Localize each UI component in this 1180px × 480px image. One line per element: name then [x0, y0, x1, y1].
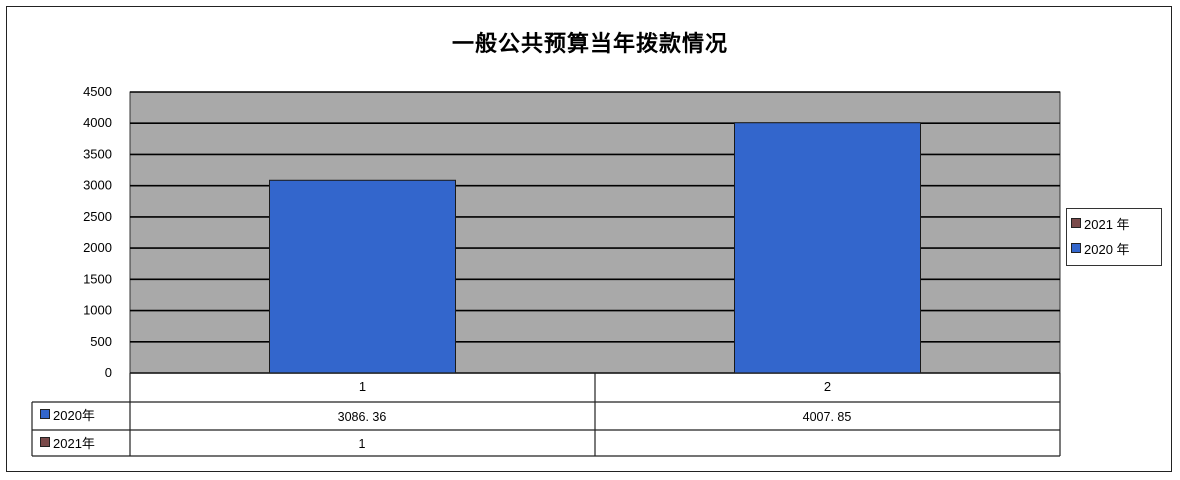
y-tick-label: 500 — [90, 334, 112, 349]
table-row-label-2020: 2020年 — [40, 402, 95, 426]
y-tick-label: 1000 — [83, 303, 112, 318]
y-tick-label: 3500 — [83, 146, 112, 161]
chart-legend: 2021 年 2020 年 — [1066, 208, 1162, 266]
table-row-2020-label: 2020年 — [53, 407, 95, 423]
legend-item-2021: 2021 年 — [1071, 212, 1161, 234]
x-category-label: 1 — [359, 379, 366, 394]
bar-2020-1 — [269, 179, 456, 374]
table-swatch-2020 — [40, 409, 50, 419]
y-tick-label: 1500 — [83, 271, 112, 286]
x-category-label: 2 — [824, 379, 831, 394]
y-tick-label: 2000 — [83, 240, 112, 255]
table-cell-2020-2: 4007. 85 — [802, 410, 852, 424]
table-cell-2020-1: 3086. 36 — [337, 410, 387, 424]
table-cell-2021-1: 1 — [358, 437, 366, 451]
y-tick-label: 2500 — [83, 209, 112, 224]
table-swatch-2021 — [40, 437, 50, 447]
bar-2020-2 — [734, 122, 921, 374]
y-tick-label: 3000 — [83, 178, 112, 193]
legend-swatch-2021 — [1071, 218, 1081, 228]
chart-title: 一般公共预算当年拨款情况 — [451, 32, 728, 57]
legend-item-2020: 2020 年 — [1071, 237, 1161, 259]
table-row-2021-label: 2021年 — [53, 435, 95, 451]
y-tick-label: 4000 — [83, 115, 112, 130]
y-tick-label: 4500 — [83, 84, 112, 99]
legend-label-2020: 2020 年 — [1084, 241, 1130, 257]
legend-label-2021: 2021 年 — [1084, 216, 1130, 232]
legend-swatch-2020 — [1071, 243, 1081, 253]
y-tick-label: 0 — [105, 365, 112, 380]
table-row-label-2021: 2021年 — [40, 430, 95, 454]
